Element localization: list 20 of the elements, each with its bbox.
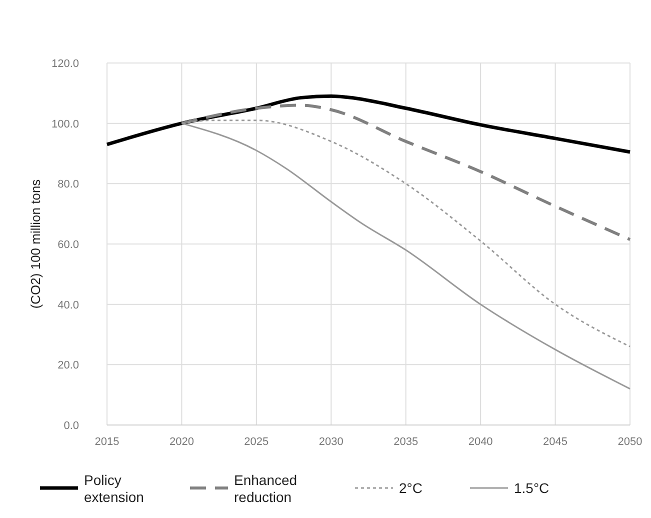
legend-label: 2°C xyxy=(399,480,422,496)
y-tick-label: 60.0 xyxy=(58,239,79,251)
x-tick-label: 2035 xyxy=(394,436,418,448)
x-tick-label: 2020 xyxy=(169,436,194,448)
legend-label: 1.5°C xyxy=(514,480,550,496)
y-tick-label: 100.0 xyxy=(51,118,79,130)
x-tick-label: 2030 xyxy=(318,436,344,448)
x-tick-label: 2025 xyxy=(244,436,269,448)
x-tick-label: 2050 xyxy=(618,436,642,448)
x-tick-label: 2045 xyxy=(543,436,568,448)
y-tick-label: 0.0 xyxy=(64,420,79,432)
y-tick-label: 80.0 xyxy=(58,178,79,191)
legend-label: Policy extension xyxy=(84,472,144,505)
y-tick-label: 120.0 xyxy=(51,58,79,70)
y-axis-title: (CO2) 100 million tons xyxy=(28,178,43,309)
x-tick-label: 2040 xyxy=(468,436,493,448)
legend-label: Enhanced reduction xyxy=(234,472,298,505)
y-tick-label: 20.0 xyxy=(58,360,79,372)
y-tick-label: 40.0 xyxy=(58,299,79,312)
x-tick-label: 2015 xyxy=(94,436,120,448)
